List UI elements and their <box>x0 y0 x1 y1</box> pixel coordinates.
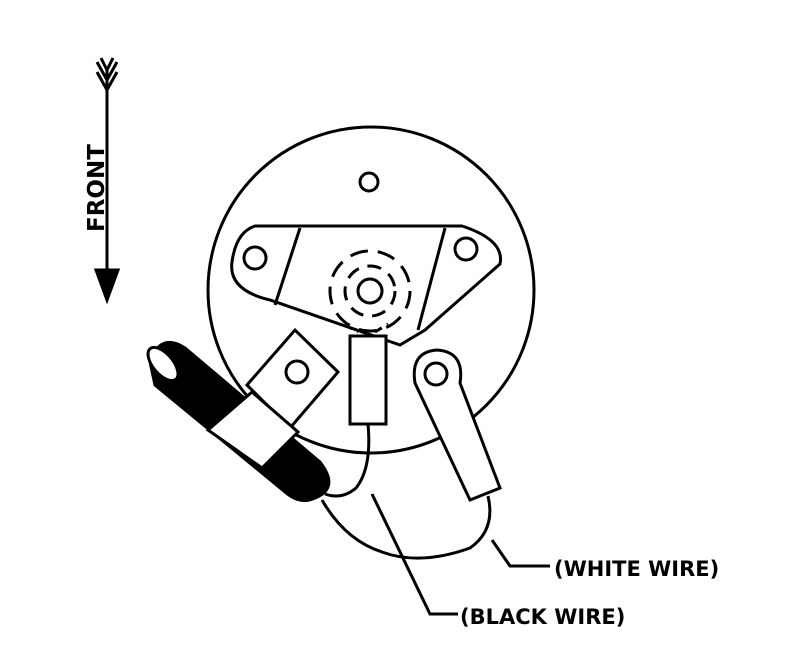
top-mounting-hole <box>358 171 380 193</box>
left-plate-hole <box>242 245 268 271</box>
front-arrow <box>93 57 121 305</box>
white-wire-leader <box>490 539 550 568</box>
center-terminal <box>328 249 412 334</box>
black-wire-leader <box>370 493 458 616</box>
black-wire-sleeve <box>348 334 388 426</box>
right-plate-hole <box>453 236 479 262</box>
white-wire <box>320 495 492 560</box>
front-label: FRONT <box>84 144 110 232</box>
capacitor-body <box>146 340 331 502</box>
black-wire <box>324 423 371 498</box>
wires <box>320 423 550 616</box>
white-wire-lug <box>412 348 502 502</box>
white-wire-label: (WHITE WIRE) <box>554 557 719 581</box>
black-wire-label: (BLACK WIRE) <box>460 605 625 629</box>
